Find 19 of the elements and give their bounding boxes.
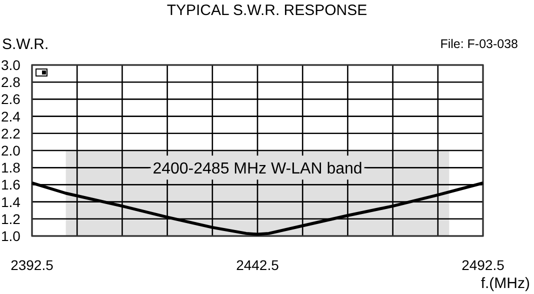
x-axis-title: f.(MHz) xyxy=(480,275,530,292)
y-tick-label: 2.4 xyxy=(1,108,21,124)
y-tick-label: 2.8 xyxy=(1,74,21,90)
text: File: F-03-038 xyxy=(440,37,518,51)
band-label: 2400-2485 MHz W-LAN band xyxy=(152,160,362,178)
y-tick-label: 1.0 xyxy=(1,228,21,244)
y-tick-label: 1.6 xyxy=(1,176,21,193)
y-tick-label: 2.2 xyxy=(1,125,21,142)
y-tick-label: 1.2 xyxy=(1,210,21,227)
x-tick-label: 2442.5 xyxy=(236,257,280,273)
y-tick-label: 2.0 xyxy=(1,142,21,158)
y-axis-title: S.W.R. xyxy=(2,36,49,53)
chart-title: TYPICAL S.W.R. RESPONSE xyxy=(166,2,368,19)
x-tick-label: 2392.5 xyxy=(10,257,54,273)
y-tick-label: 1.4 xyxy=(1,194,21,210)
y-tick-label: 1.8 xyxy=(1,160,21,176)
y-tick-label: 3.0 xyxy=(1,57,21,73)
x-tick-label: 2492.5 xyxy=(462,257,505,273)
y-tick-label: 2.6 xyxy=(1,91,21,108)
